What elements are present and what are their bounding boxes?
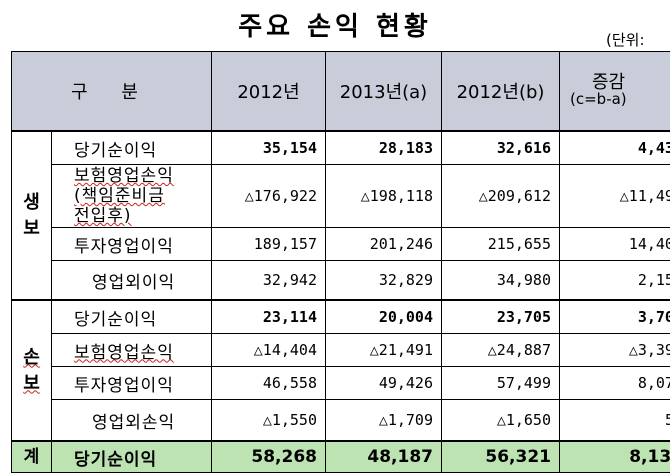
header-change-formula: (c=b-a) (570, 91, 670, 107)
header-change: 증감 (c=b-a) (560, 52, 670, 132)
total-change: 8,134 (560, 441, 670, 473)
table-row: 투자영업이익 189,157 201,246 215,655 14,409 (12, 228, 670, 261)
cell-2013a: △21,491 (326, 334, 442, 367)
row-label: 투자영업이익 (52, 228, 212, 261)
cell-2012b: △24,887 (442, 334, 560, 367)
cell-change: 3,701 (560, 300, 670, 334)
cell-2012: 32,942 (212, 261, 326, 301)
cell-2013a: △1,709 (326, 400, 442, 442)
cell-change: 59 (560, 400, 670, 442)
header-2012: 2012년 (212, 52, 326, 132)
row-label: 보험영업손익 (52, 334, 212, 367)
cell-2012: 46,558 (212, 367, 326, 400)
cell-2012b: △209,612 (442, 165, 560, 228)
row-label: 영업외손익 (52, 400, 212, 442)
cell-change: 4,433 (560, 131, 670, 165)
table-row: 손 보 당기순이익 23,114 20,004 23,705 3,701 (12, 300, 670, 334)
group-label-life: 생 보 (12, 131, 52, 300)
cell-2012: △1,550 (212, 400, 326, 442)
table-row: 생 보 당기순이익 35,154 28,183 32,616 4,433 (12, 131, 670, 165)
table-row: 투자영업이익 46,558 49,426 57,499 8,073 (12, 367, 670, 400)
cell-2013a: 32,829 (326, 261, 442, 301)
cell-2013a: 28,183 (326, 131, 442, 165)
cell-2012b: 215,655 (442, 228, 560, 261)
pnl-table: 구 분 2012년 2013년(a) 2012년(b) 증감 (c=b-a) 생… (11, 51, 670, 473)
header-2013a: 2013년(a) (326, 52, 442, 132)
cell-change: 2,151 (560, 261, 670, 301)
row-label: 투자영업이익 (52, 367, 212, 400)
table-row: 보험영업손익 △14,404 △21,491 △24,887 △3,396 (12, 334, 670, 367)
header-2012b: 2012년(b) (442, 52, 560, 132)
cell-2012: △176,922 (212, 165, 326, 228)
header-change-title: 증감 (570, 75, 670, 91)
cell-change: 8,073 (560, 367, 670, 400)
total-group-label: 계 (12, 441, 52, 473)
total-2013a: 48,187 (326, 441, 442, 473)
cell-2013a: 49,426 (326, 367, 442, 400)
cell-change: △11,494 (560, 165, 670, 228)
row-label: 당기순이익 (52, 131, 212, 165)
cell-2012: △14,404 (212, 334, 326, 367)
cell-change: 14,409 (560, 228, 670, 261)
cell-2013a: △198,118 (326, 165, 442, 228)
row-label: 보험영업손익 (책임준비금 전입후) (52, 165, 212, 228)
table-row: 영업외손익 △1,550 △1,709 △1,650 59 (12, 400, 670, 442)
header-row: 구 분 2012년 2013년(a) 2012년(b) 증감 (c=b-a) (12, 52, 670, 132)
row-label: 영업외이익 (52, 261, 212, 301)
group-label-nonlife: 손 보 (12, 300, 52, 441)
cell-2013a: 20,004 (326, 300, 442, 334)
header-gubun: 구 분 (12, 52, 212, 132)
cell-2012b: △1,650 (442, 400, 560, 442)
row-label: 당기순이익 (52, 300, 212, 334)
cell-2012: 35,154 (212, 131, 326, 165)
cell-2012b: 32,616 (442, 131, 560, 165)
table-row: 보험영업손익 (책임준비금 전입후) △176,922 △198,118 △20… (12, 165, 670, 228)
table-row: 영업외이익 32,942 32,829 34,980 2,151 (12, 261, 670, 301)
cell-2012b: 23,705 (442, 300, 560, 334)
cell-2012b: 34,980 (442, 261, 560, 301)
cell-change: △3,396 (560, 334, 670, 367)
cell-2012b: 57,499 (442, 367, 560, 400)
total-2012b: 56,321 (442, 441, 560, 473)
total-row: 계 당기순이익 58,268 48,187 56,321 8,134 (12, 441, 670, 473)
unit-label: (단위: (606, 29, 645, 50)
cell-2012: 23,114 (212, 300, 326, 334)
total-2012: 58,268 (212, 441, 326, 473)
cell-2012: 189,157 (212, 228, 326, 261)
page-title: 주요 손익 현황 (0, 6, 670, 43)
cell-2013a: 201,246 (326, 228, 442, 261)
total-row-label: 당기순이익 (52, 441, 212, 473)
